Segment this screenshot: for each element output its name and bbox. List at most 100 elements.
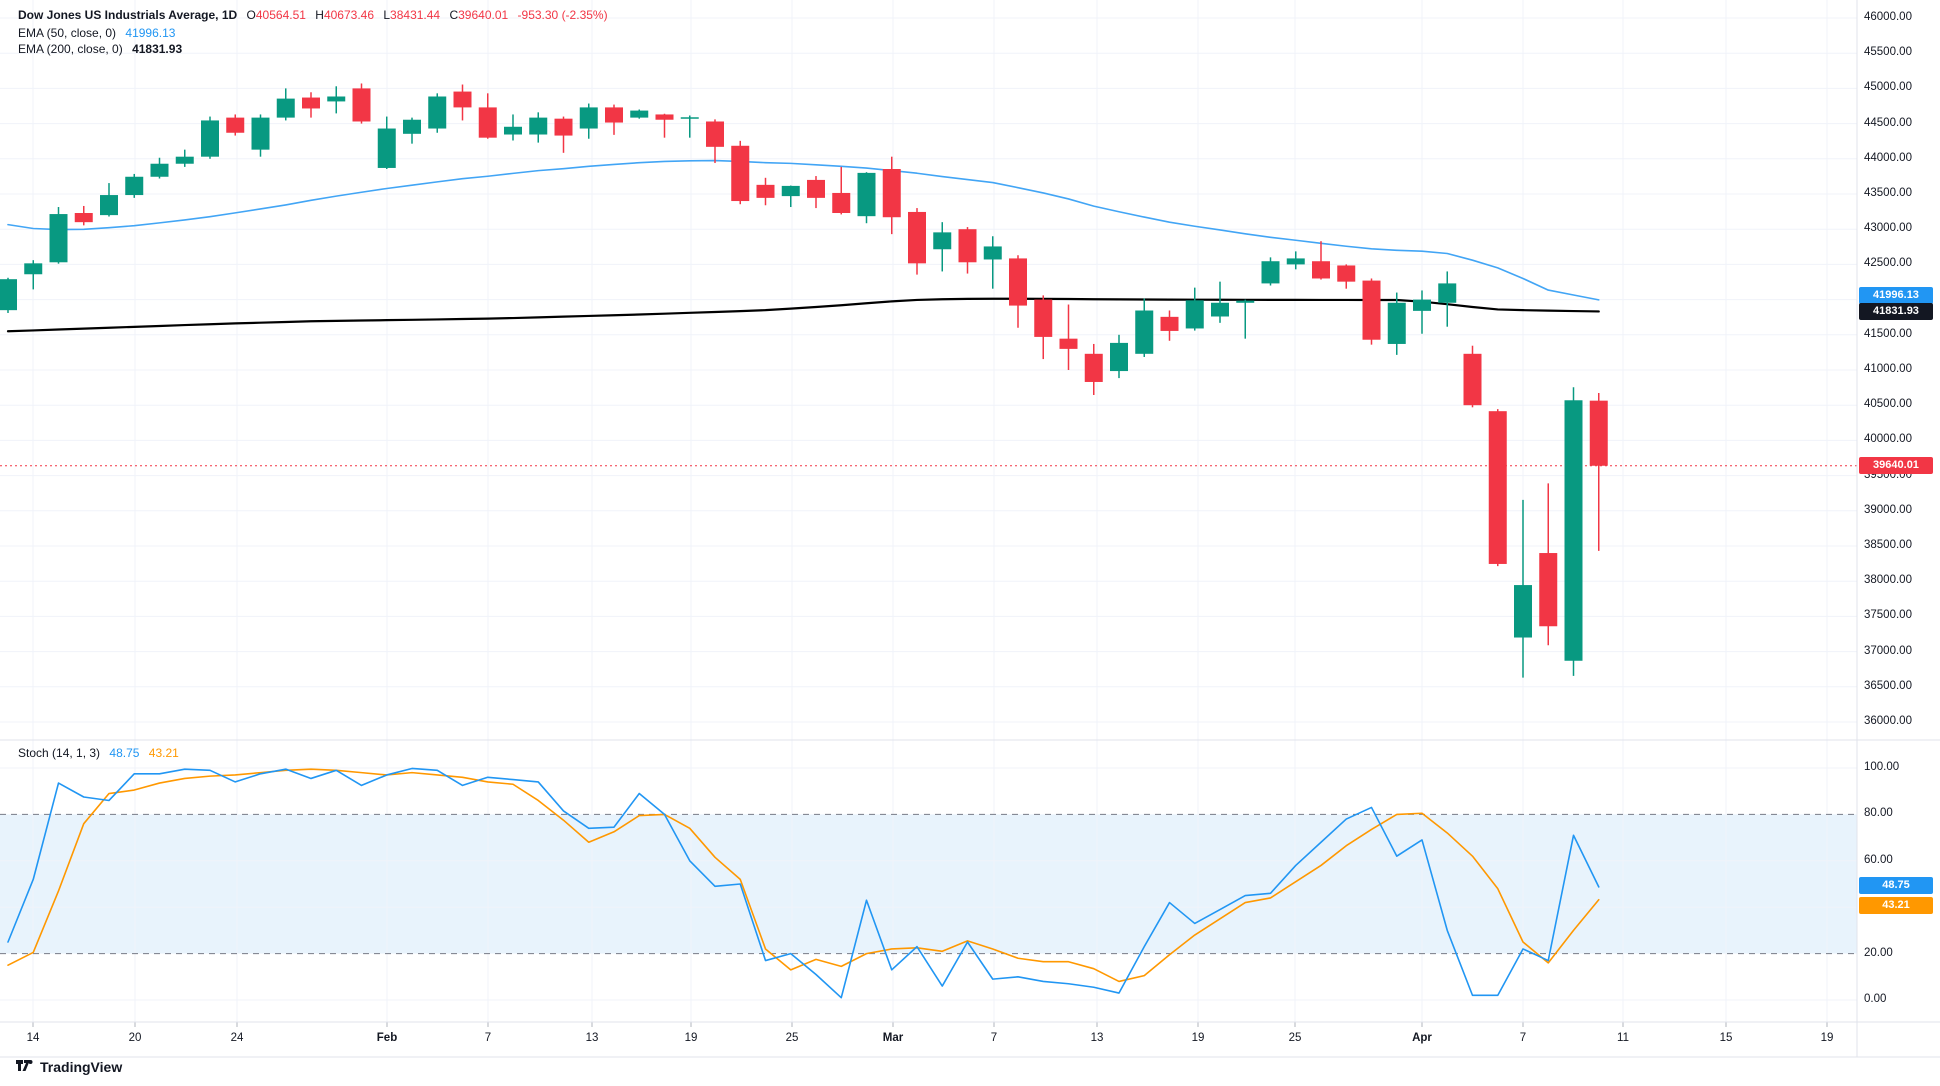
price-axis-label: 41500.00 bbox=[1864, 327, 1912, 340]
time-axis-label: 7 bbox=[484, 1032, 492, 1044]
candle-body bbox=[1564, 400, 1583, 661]
candle-body bbox=[1488, 411, 1507, 564]
time-axis-label: 19 bbox=[1820, 1032, 1834, 1044]
candle-body bbox=[428, 96, 447, 129]
open-label: O bbox=[246, 8, 256, 22]
price-axis-label: 42500.00 bbox=[1864, 257, 1912, 270]
ema50-label: EMA (50, close, 0) bbox=[18, 26, 117, 40]
candle-body bbox=[1034, 299, 1053, 337]
candle-body bbox=[731, 145, 750, 202]
open-value: 40564.51 bbox=[255, 8, 306, 22]
candle-body bbox=[1514, 585, 1532, 638]
time-axis-label: 19 bbox=[684, 1032, 698, 1044]
candle-body bbox=[201, 120, 219, 157]
tradingview-logo-icon bbox=[16, 1060, 33, 1071]
candle-body bbox=[1236, 300, 1255, 303]
candle-body bbox=[327, 96, 346, 102]
candle-body bbox=[630, 110, 649, 118]
time-axis-label: 24 bbox=[230, 1032, 244, 1044]
stoch-d-value: 43.21 bbox=[148, 746, 179, 760]
high-value: 40673.46 bbox=[323, 8, 375, 22]
candle-body bbox=[0, 279, 17, 311]
candle-body bbox=[1084, 353, 1103, 382]
candle-body bbox=[453, 91, 472, 108]
price-axis-label: 36500.00 bbox=[1864, 679, 1912, 692]
candle-body bbox=[49, 214, 68, 263]
candle-body bbox=[857, 172, 876, 217]
time-axis-label: 14 bbox=[26, 1032, 40, 1044]
ema50-legend[interactable]: EMA (50, close, 0) 41996.13 bbox=[18, 26, 175, 40]
ema50-line bbox=[7, 159, 1600, 301]
stoch-axis-label: 60.00 bbox=[1864, 853, 1893, 866]
price-axis-label: 36000.00 bbox=[1864, 715, 1912, 727]
candle-body bbox=[403, 119, 421, 134]
candle-body bbox=[1160, 316, 1179, 331]
ema200-label: EMA (200, close, 0) bbox=[18, 42, 123, 56]
candle-body bbox=[1009, 258, 1027, 306]
candle-body bbox=[933, 232, 952, 250]
stoch-k-value: 48.75 bbox=[109, 746, 140, 760]
candle-body bbox=[74, 213, 93, 223]
price-axis-label: 38000.00 bbox=[1864, 574, 1912, 587]
time-axis-label: Feb bbox=[376, 1032, 398, 1044]
candle-body bbox=[1312, 261, 1330, 279]
candle-body bbox=[377, 128, 396, 168]
time-axis-label: 20 bbox=[128, 1032, 142, 1044]
candle-body bbox=[756, 184, 775, 198]
candle-body bbox=[807, 179, 825, 198]
price-axis-label: 39000.00 bbox=[1864, 503, 1912, 516]
price-axis-label: 45000.00 bbox=[1864, 81, 1912, 94]
candle-body bbox=[504, 126, 522, 135]
candle-body bbox=[226, 117, 245, 133]
candle-body bbox=[100, 195, 118, 216]
stoch-d-badge: 43.21 bbox=[1859, 897, 1933, 914]
candle-body bbox=[150, 163, 169, 177]
price-axis-label: 45500.00 bbox=[1864, 46, 1912, 59]
candle-body bbox=[175, 156, 194, 164]
stoch-legend[interactable]: Stoch (14, 1, 3) 48.75 43.21 bbox=[18, 746, 179, 760]
symbol-legend[interactable]: Dow Jones US Industrials Average, 1D O40… bbox=[18, 8, 608, 22]
candle-body bbox=[680, 117, 699, 119]
stoch-k-badge: 48.75 bbox=[1859, 877, 1933, 894]
ema200-price-badge: 41831.93 bbox=[1859, 303, 1933, 320]
stoch-label: Stoch (14, 1, 3) bbox=[18, 746, 101, 760]
last-price-badge: 39640.01 bbox=[1859, 457, 1933, 474]
symbol-title: Dow Jones US Industrials Average, 1D bbox=[18, 8, 238, 22]
candle-body bbox=[958, 229, 977, 263]
candle-body bbox=[781, 185, 800, 197]
ema200-value: 41831.93 bbox=[132, 42, 183, 56]
candle-body bbox=[1589, 400, 1608, 466]
high-label: H bbox=[315, 8, 324, 22]
candle-body bbox=[1413, 299, 1431, 311]
candle-body bbox=[1261, 261, 1280, 284]
candle-body bbox=[832, 192, 851, 214]
time-axis-label: 25 bbox=[785, 1032, 799, 1044]
candle-body bbox=[1286, 258, 1305, 265]
time-axis-label: 13 bbox=[1090, 1032, 1104, 1044]
close-label: C bbox=[449, 8, 459, 22]
price-axis-label: 43000.00 bbox=[1864, 222, 1912, 235]
ema200-legend[interactable]: EMA (200, close, 0) 41831.93 bbox=[18, 42, 182, 56]
time-axis-label: Apr bbox=[1412, 1032, 1432, 1044]
candle-body bbox=[24, 263, 43, 275]
candle-body bbox=[1362, 280, 1381, 340]
candle-body bbox=[882, 169, 901, 218]
low-label: L bbox=[383, 8, 391, 22]
price-axis-label: 40000.00 bbox=[1864, 433, 1912, 446]
tradingview-logo[interactable]: TradingView bbox=[16, 1059, 122, 1075]
price-axis-label: 40500.00 bbox=[1864, 398, 1912, 411]
candle-body bbox=[1337, 265, 1356, 282]
candle-body bbox=[1110, 342, 1128, 372]
candle-body bbox=[706, 121, 724, 147]
price-axis-label: 43500.00 bbox=[1864, 187, 1912, 199]
candle-body bbox=[1463, 353, 1482, 406]
ema200-line bbox=[6, 297, 1600, 333]
time-axis-label: 19 bbox=[1191, 1032, 1205, 1044]
candle-body bbox=[1539, 553, 1558, 627]
candle-body bbox=[1135, 310, 1154, 354]
price-axis-label: 46000.00 bbox=[1864, 11, 1912, 23]
time-axis-label: 11 bbox=[1617, 1032, 1629, 1044]
tradingview-logo-text: TradingView bbox=[40, 1059, 123, 1075]
candle-body bbox=[529, 117, 548, 135]
